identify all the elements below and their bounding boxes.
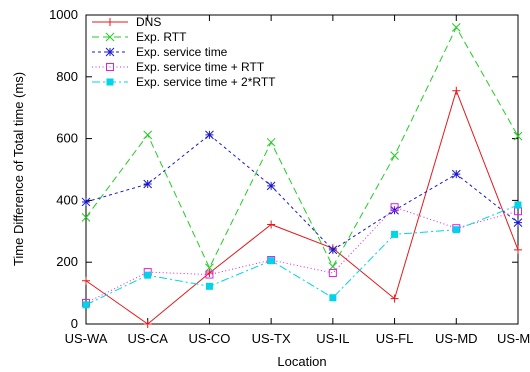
y-tick-label: 200: [56, 254, 78, 269]
data-point-s1-5: [390, 151, 399, 160]
data-point-s2-1: [143, 179, 153, 189]
x-tick-label: US-WA: [65, 331, 108, 346]
data-point-s3-4: [328, 269, 337, 278]
x-tick-label: US-FL: [376, 331, 414, 346]
data-point-s1-2: [205, 263, 214, 273]
legend-marker-0: [106, 18, 114, 26]
y-tick-label: 0: [71, 316, 78, 331]
data-point-s4-6: [452, 226, 460, 234]
data-point-s4-5: [391, 230, 399, 238]
data-point-s0-7: [514, 245, 522, 254]
data-point-s0-6: [452, 86, 461, 95]
data-point-s0-1: [143, 320, 152, 328]
y-tick-label: 600: [56, 131, 78, 146]
data-point-s3-2: [205, 270, 214, 279]
data-point-s2-3: [266, 181, 276, 191]
data-point-s2-6: [451, 169, 461, 179]
series-line-3: [85, 206, 519, 304]
data-point-s1-0: [81, 213, 91, 222]
y-tick-label: 1000: [49, 7, 78, 22]
data-point-s2-4: [328, 245, 338, 255]
data-point-s0-0: [82, 276, 90, 285]
series-line-4: [85, 204, 519, 306]
data-point-s4-0: [82, 301, 90, 309]
y-tick-label: 400: [56, 192, 78, 207]
data-point-s0-3: [267, 220, 276, 229]
x-tick-label: US-CO: [188, 331, 230, 346]
data-point-s2-0: [81, 197, 91, 207]
legend-marker-2: [105, 47, 115, 57]
x-tick-label: US-MD: [435, 331, 478, 346]
data-point-s1-1: [143, 130, 153, 140]
x-axis-label: Location: [277, 354, 326, 369]
x-tick-label: US-MA: [497, 331, 530, 346]
data-point-s3-5: [390, 203, 399, 212]
data-point-s4-1: [144, 271, 152, 279]
series-line-2: [85, 134, 519, 251]
data-point-s1-7: [513, 131, 523, 141]
y-tick-label: 800: [56, 69, 78, 84]
data-point-s4-7: [514, 201, 522, 209]
y-axis-label: Time Difference of Total time (ms): [11, 72, 26, 266]
data-point-s2-2: [205, 130, 214, 140]
data-point-s1-6: [451, 23, 461, 32]
legend-marker-3: [106, 63, 114, 71]
data-point-s2-7: [513, 218, 523, 228]
data-point-s0-2: [205, 269, 214, 278]
series-line-1: [85, 26, 519, 269]
legend-label-3: Exp. service time + RTT: [136, 60, 265, 74]
plot-frame: [85, 14, 519, 325]
legend-label-0: DNS: [136, 15, 161, 29]
data-point-s1-3: [266, 137, 276, 147]
legend-label-2: Exp. service time: [136, 45, 228, 59]
x-tick-label: US-IL: [316, 331, 349, 346]
data-point-s0-5: [390, 294, 399, 303]
series-line-0: [85, 89, 519, 325]
legend-marker-4: [106, 78, 114, 86]
legend-label-1: Exp. RTT: [136, 30, 187, 44]
data-point-s4-3: [267, 257, 275, 265]
legend-label-4: Exp. service time + 2*RTT: [136, 75, 276, 89]
data-point-s4-2: [205, 282, 213, 290]
x-tick-label: US-TX: [252, 331, 291, 346]
legend-marker-1: [105, 32, 115, 42]
x-tick-label: US-CA: [127, 331, 168, 346]
data-point-s4-4: [329, 294, 337, 302]
